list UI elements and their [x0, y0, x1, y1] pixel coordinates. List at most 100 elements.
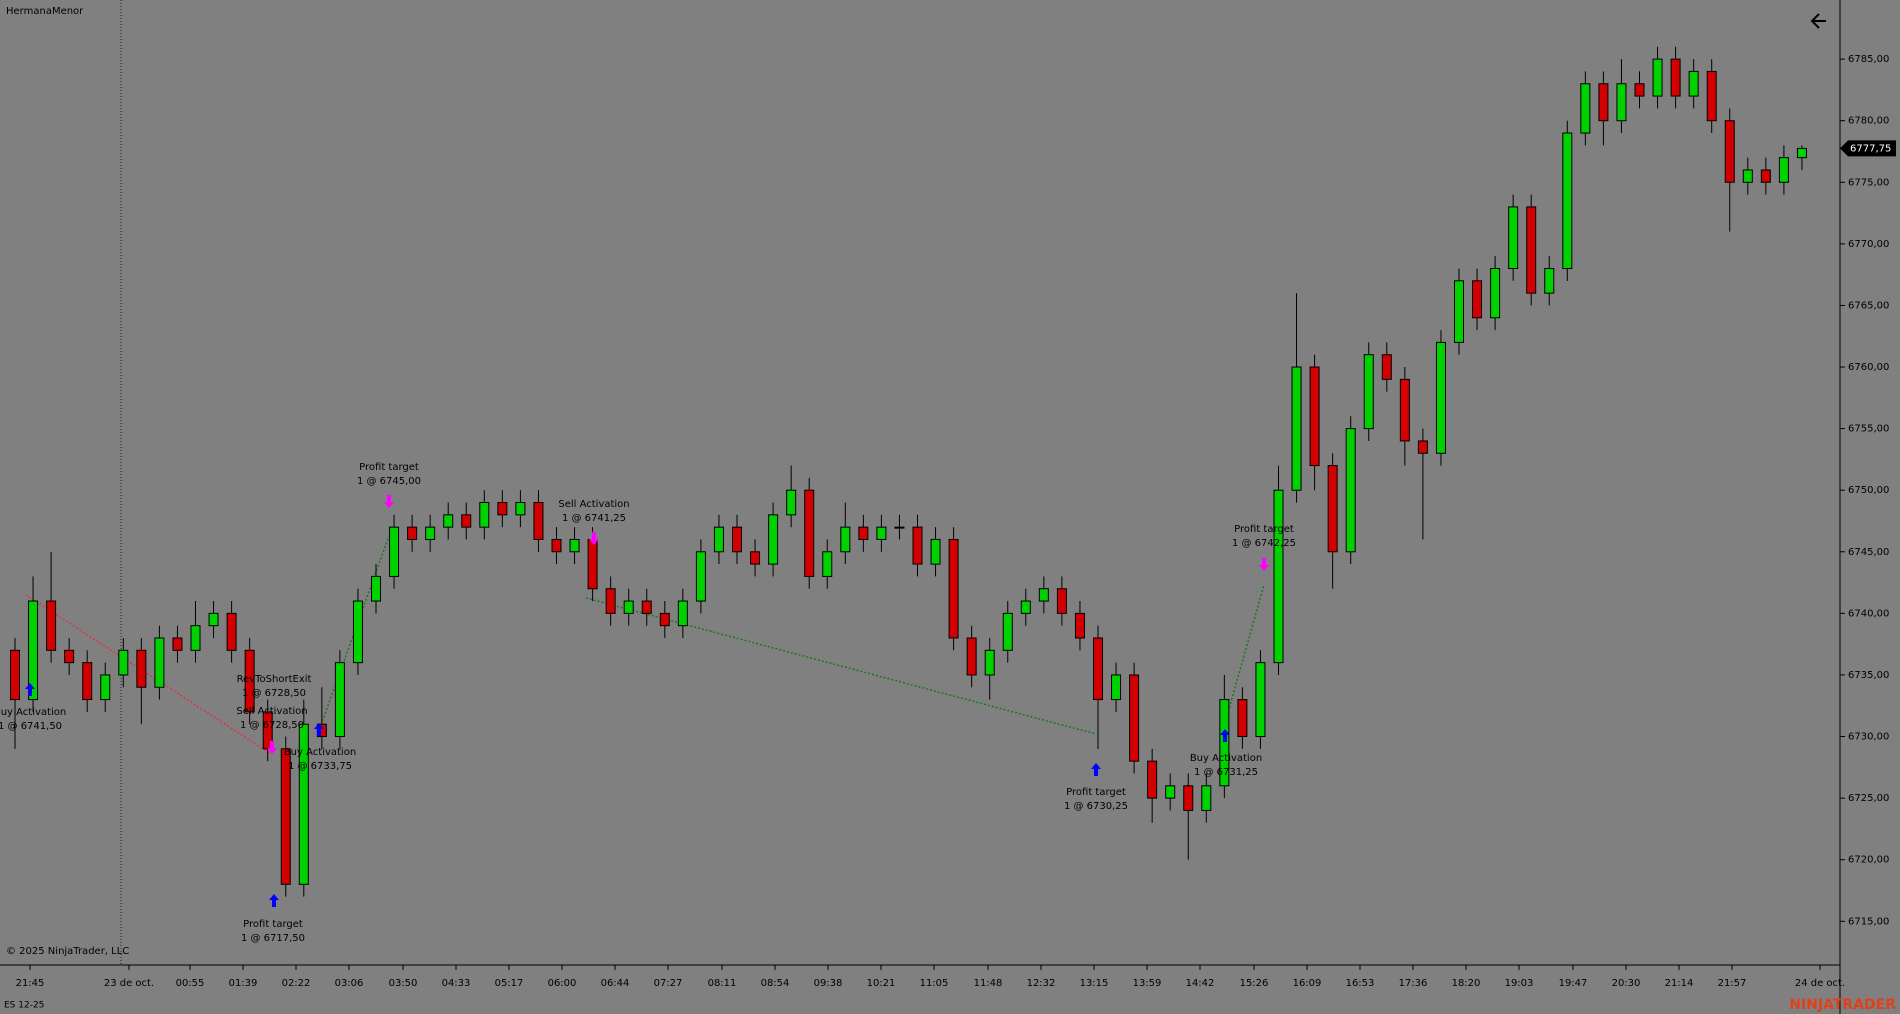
annotation-detail: 1 @ 6742,25 [1232, 538, 1296, 549]
x-tick-label: 21:14 [1665, 978, 1694, 989]
candle-body [1796, 147, 1807, 159]
candle-body [154, 637, 165, 688]
x-tick-label: 13:15 [1080, 978, 1109, 989]
y-tick-label: 6775,00 [1848, 177, 1889, 188]
candle-body [262, 711, 273, 750]
x-tick-label: 10:21 [867, 978, 896, 989]
candle-body [208, 612, 219, 627]
candle-body [1490, 268, 1501, 319]
candle-body [930, 538, 941, 565]
y-tick-label: 6760,00 [1848, 362, 1889, 373]
annotation-text: Buy Activation [1190, 753, 1262, 764]
candle-body [298, 723, 309, 885]
candle-body [641, 600, 652, 614]
buy-arrow [269, 894, 279, 907]
annotation-detail: 1 @ 6717,50 [241, 933, 305, 944]
x-tick-label: 18:20 [1452, 978, 1481, 989]
candle-body [407, 526, 418, 540]
candle-body [1454, 280, 1464, 343]
x-tick-label: 00:55 [176, 978, 205, 989]
x-tick-label: 06:44 [601, 978, 630, 989]
trade-line [25, 594, 272, 755]
annotation-detail: 1 @ 6733,75 [288, 761, 352, 772]
annotation-text: Sell Activation [558, 499, 629, 510]
candle-body [713, 526, 724, 553]
candle-body [786, 489, 797, 516]
candle-body [1634, 83, 1645, 97]
candle-body [172, 637, 183, 651]
candle-body [64, 649, 75, 664]
candle-body [695, 551, 706, 602]
x-tick-label: 20:30 [1612, 978, 1641, 989]
candle-body [1201, 785, 1212, 811]
x-tick-label: 01:39 [229, 978, 258, 989]
annotation-text: Profit target [1234, 524, 1294, 535]
candle-body [1111, 674, 1122, 701]
candle-body [533, 502, 544, 540]
x-tick-label: 19:03 [1505, 978, 1534, 989]
candle-body [1526, 206, 1537, 294]
candle-body [1345, 428, 1356, 553]
candle-body [28, 600, 39, 701]
candle-body [1255, 662, 1266, 738]
candle-body [1598, 83, 1609, 122]
watermark: NINJATRADER [1789, 997, 1896, 1013]
x-tick-label: 03:06 [335, 978, 364, 989]
y-tick-label: 6735,00 [1848, 670, 1889, 681]
candle-body [46, 600, 57, 651]
x-tick-label: 24 de oct. [1795, 978, 1845, 989]
candle-body [605, 588, 616, 614]
candle-body [1327, 465, 1338, 553]
candle-body [1381, 354, 1392, 380]
x-tick-label: 16:53 [1346, 978, 1375, 989]
candle-body [1472, 280, 1483, 319]
candle-body [82, 662, 93, 701]
candle-body [190, 625, 201, 651]
buy-arrow [314, 723, 324, 736]
x-tick-label: 04:33 [442, 978, 471, 989]
candle-body [966, 637, 977, 676]
sell-arrow [384, 495, 394, 508]
candle-body [677, 600, 688, 627]
candle-body [768, 514, 779, 565]
annotation-detail: 1 @ 6741,50 [0, 721, 62, 732]
candle-body [1147, 760, 1158, 799]
sell-arrow [1259, 558, 1269, 571]
x-tick-label: 15:26 [1240, 978, 1269, 989]
annotation-text: Buy Activation [284, 747, 356, 758]
y-tick-label: 6770,00 [1848, 239, 1889, 250]
annotation-text: Profit target [359, 462, 419, 473]
candle-body [461, 514, 472, 528]
candle-body [822, 551, 833, 577]
y-tick-label: 6730,00 [1848, 732, 1889, 743]
candle-body [750, 551, 761, 565]
candle-body [226, 612, 237, 651]
candle-body [334, 662, 345, 738]
candle-body [100, 674, 111, 701]
candle-body [1273, 489, 1284, 664]
back-button[interactable] [1810, 13, 1826, 29]
annotation-text: RevToShortExit [237, 674, 312, 685]
y-tick-label: 6750,00 [1848, 485, 1889, 496]
candle-body [1074, 612, 1085, 639]
candle-body [1670, 58, 1681, 97]
y-tick-label: 6715,00 [1848, 916, 1889, 927]
annotation-detail: 1 @ 6745,00 [357, 476, 421, 487]
candle-body [623, 600, 634, 614]
annotation-detail: 1 @ 6728,50 [242, 688, 306, 699]
candle-body [948, 538, 959, 639]
candle-body [912, 526, 923, 565]
candle-body [1020, 600, 1031, 614]
annotation-text: Buy Activation [0, 707, 66, 718]
x-tick-label: 16:09 [1293, 978, 1322, 989]
y-tick-label: 6720,00 [1848, 855, 1889, 866]
x-tick-label: 05:17 [495, 978, 524, 989]
candle-body [659, 612, 670, 627]
candle-body [551, 538, 562, 553]
candle-body [1417, 440, 1428, 454]
candle-body [1399, 378, 1410, 442]
candle-body [10, 649, 20, 701]
